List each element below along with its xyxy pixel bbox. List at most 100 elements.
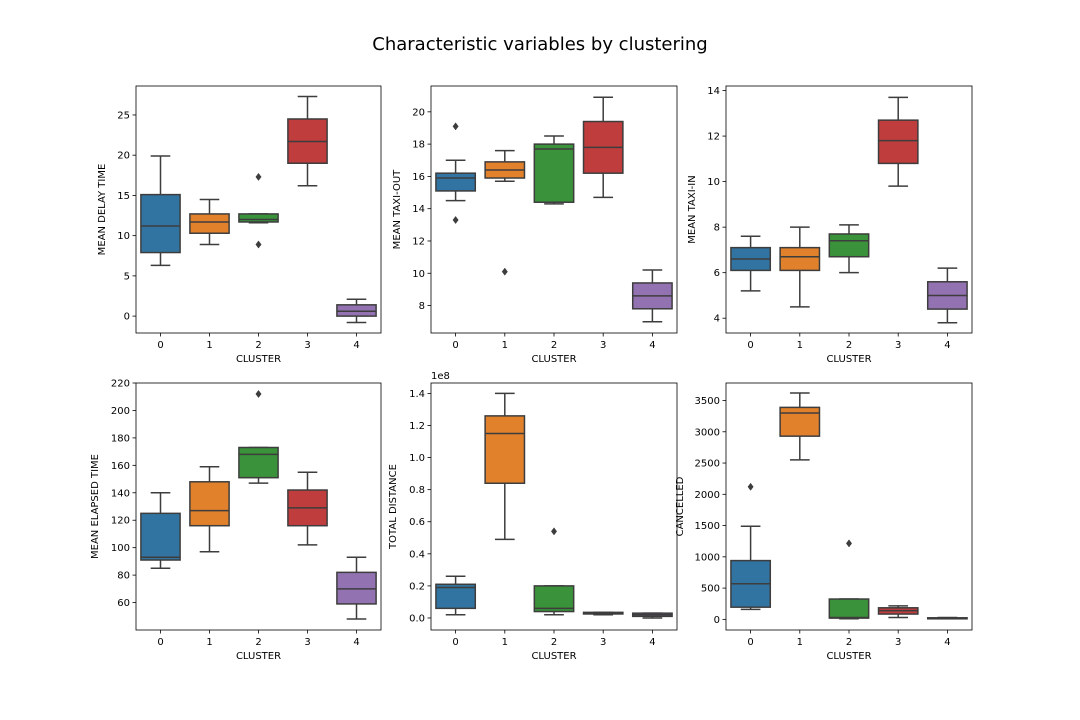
- y-tick-label: 2000: [695, 490, 720, 501]
- box-cluster-1: [779, 392, 821, 461]
- box-iqr: [828, 598, 870, 619]
- box-cluster-2: [533, 527, 575, 616]
- y-axis-label: MEAN TAXI-OUT: [392, 169, 403, 249]
- y-tick-label: 10: [707, 177, 720, 188]
- outlier-point: [452, 122, 459, 131]
- box-cluster-2: [828, 224, 870, 274]
- box-cluster-0: [730, 482, 772, 611]
- x-axis-label: CLUSTER: [826, 651, 871, 662]
- x-tick-label: 3: [600, 340, 606, 351]
- outlier-point: [845, 539, 853, 548]
- box-cluster-0: [730, 235, 772, 292]
- y-tick-label: 80: [117, 571, 130, 582]
- y-tick-label: 100: [111, 543, 130, 554]
- box-iqr: [484, 415, 526, 484]
- y-tick-label: 3500: [695, 396, 720, 407]
- box-cluster-0: [435, 122, 477, 225]
- x-tick-label: 0: [747, 637, 753, 648]
- axis-offset-text: 1e8: [431, 371, 450, 382]
- y-tick-label: 10: [412, 269, 425, 280]
- box-cluster-4: [336, 556, 377, 620]
- box-cluster-1: [189, 465, 230, 553]
- y-tick-label: 20: [117, 151, 130, 162]
- y-tick-label: 180: [111, 433, 130, 444]
- x-tick-label: 1: [502, 340, 508, 351]
- y-tick-label: 120: [111, 516, 130, 527]
- y-tick-label: 140: [111, 488, 130, 499]
- y-tick-label: 1000: [695, 552, 720, 563]
- box-iqr: [336, 304, 377, 317]
- subplot-5: 0.0 0.2 0.4 0.6 0.8 1.0 1.2 1.4 0 1 2 3 4 CLUSTER TOTA…: [388, 371, 678, 662]
- box-iqr: [189, 481, 230, 527]
- x-tick-label: 4: [649, 340, 655, 351]
- box-cluster-2: [533, 135, 575, 205]
- y-tick-label: 10: [117, 231, 130, 242]
- x-tick-label: 2: [551, 637, 557, 648]
- y-tick-label: 12: [412, 236, 425, 247]
- box-cluster-1: [779, 226, 821, 308]
- y-tick-label: 1.2: [409, 421, 425, 432]
- y-tick-label: 0.2: [409, 581, 425, 592]
- box-cluster-3: [287, 95, 328, 187]
- outlier-point: [255, 240, 262, 249]
- x-tick-label: 2: [846, 637, 852, 648]
- y-tick-label: 2500: [695, 459, 720, 470]
- x-tick-label: 0: [452, 340, 458, 351]
- subplot-1: 0 5 10 15 20 25 0 1 2 3 4 CLUSTER MEAN DELAY TIME: [97, 85, 382, 365]
- x-tick-label: 1: [797, 340, 803, 351]
- x-tick-label: 3: [895, 637, 901, 648]
- x-tick-label: 2: [255, 340, 261, 351]
- x-axis-label: CLUSTER: [531, 651, 576, 662]
- x-tick-label: 2: [846, 340, 852, 351]
- y-tick-label: 0.8: [409, 485, 425, 496]
- box-iqr: [435, 583, 477, 610]
- x-tick-label: 3: [600, 637, 606, 648]
- box-cluster-0: [140, 492, 181, 569]
- box-cluster-2: [238, 389, 279, 484]
- box-cluster-4: [336, 298, 377, 324]
- y-tick-label: 20: [412, 107, 425, 118]
- box-cluster-3: [877, 605, 919, 619]
- y-tick-label: 14: [707, 86, 720, 97]
- box-iqr: [779, 406, 821, 437]
- outlier-point: [747, 482, 754, 491]
- x-tick-label: 0: [747, 340, 753, 351]
- x-axis-label: CLUSTER: [826, 354, 871, 365]
- box-iqr: [533, 585, 575, 613]
- subplot-4: 60 80 100 120 140 160 180 200 220 0 1 2 3 4 CLUSTER MEA…: [90, 379, 382, 662]
- outlier-point: [550, 527, 558, 536]
- y-tick-label: 18: [412, 140, 425, 151]
- y-axis-label: MEAN TAXI-IN: [687, 175, 698, 243]
- y-tick-label: 200: [111, 406, 130, 417]
- y-tick-label: 60: [117, 598, 130, 609]
- y-tick-label: 12: [707, 132, 720, 143]
- x-tick-label: 4: [649, 637, 655, 648]
- y-tick-label: 8: [714, 223, 720, 234]
- box-iqr: [189, 213, 230, 234]
- box-cluster-3: [877, 96, 919, 187]
- x-tick-label: 3: [895, 340, 901, 351]
- box-cluster-1: [189, 198, 230, 246]
- outlier-point: [452, 215, 459, 225]
- subplot-6: 0 500 1000 1500 2000 2500 3000 3500 0 1 2 3 4 CLUSTER…: [675, 382, 973, 662]
- box-cluster-3: [582, 96, 624, 199]
- box-iqr: [877, 119, 919, 165]
- box-iqr: [435, 172, 477, 192]
- box-cluster-4: [926, 616, 968, 620]
- x-tick-label: 4: [353, 340, 359, 351]
- y-axis-label: TOTAL DISTANCE: [388, 464, 399, 550]
- y-tick-label: 14: [412, 204, 425, 215]
- y-tick-label: 8: [419, 301, 425, 312]
- y-tick-label: 5: [124, 271, 130, 282]
- x-tick-label: 3: [304, 340, 310, 351]
- x-axis-label: CLUSTER: [236, 651, 281, 662]
- y-tick-label: 0.0: [409, 613, 425, 624]
- y-tick-label: 4: [714, 314, 720, 325]
- y-axis-label: MEAN ELAPSED TIME: [90, 454, 101, 559]
- x-tick-label: 4: [944, 340, 950, 351]
- x-axis-label: CLUSTER: [531, 354, 576, 365]
- x-tick-label: 1: [206, 340, 212, 351]
